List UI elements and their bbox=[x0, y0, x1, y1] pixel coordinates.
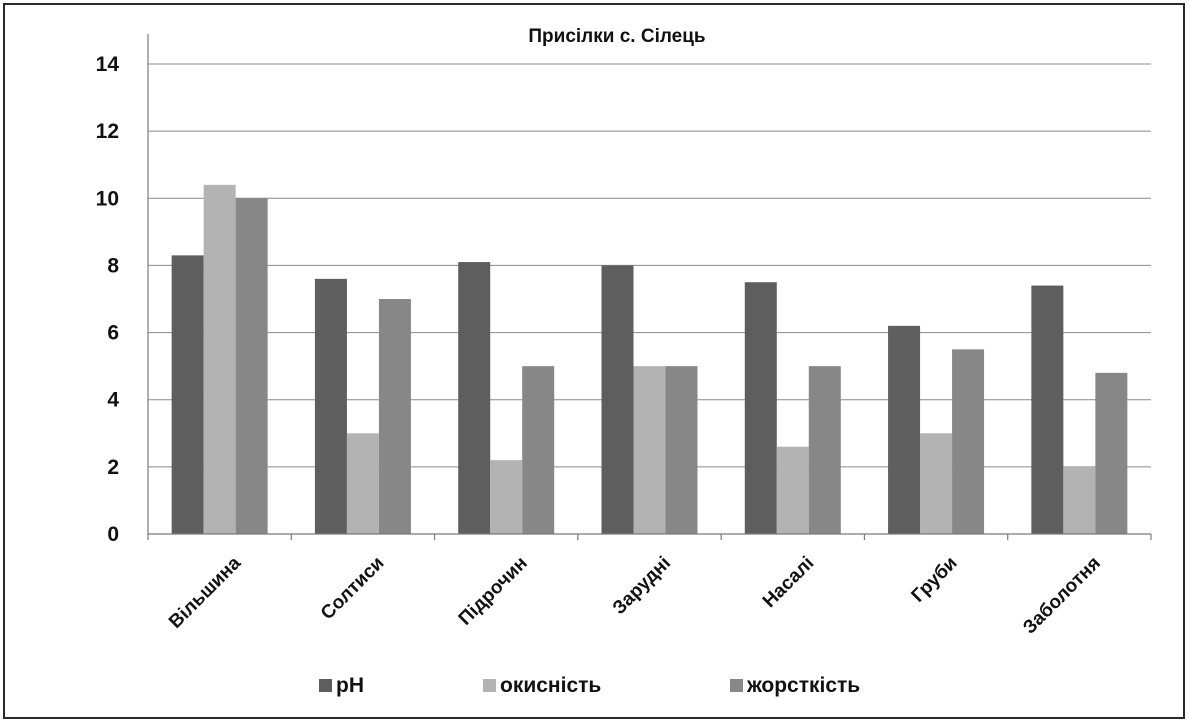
axes bbox=[147, 34, 1152, 540]
y-tick-label: 14 bbox=[96, 53, 120, 76]
bar-жорсткість-4 bbox=[808, 366, 841, 534]
bar-жорсткість-3 bbox=[665, 366, 698, 534]
bar-жорсткість-2 bbox=[522, 366, 555, 534]
bar-жорсткість-0 bbox=[235, 198, 268, 535]
y-tick-label: 8 bbox=[107, 254, 119, 277]
bar-окисність-4 bbox=[776, 446, 809, 534]
legend-label: pH bbox=[336, 674, 364, 697]
x-tick-label: Насалi bbox=[759, 553, 818, 612]
bar-ph-0 bbox=[171, 255, 204, 534]
bar-ph-5 bbox=[888, 325, 921, 534]
bars bbox=[171, 184, 1128, 535]
y-tick-label: 2 bbox=[107, 456, 119, 479]
legend-swatch bbox=[319, 679, 332, 692]
bar-окисність-2 bbox=[490, 460, 523, 534]
bar-chart: Присілки с. Сілець 0 2 4 6 8 10 12 14 Вільшина С… bbox=[96, 26, 1152, 697]
legend: pH окисність жорсткість bbox=[319, 674, 860, 697]
bar-ph-4 bbox=[744, 282, 777, 534]
bar-ph-3 bbox=[601, 265, 634, 534]
bar-окисність-6 bbox=[1063, 466, 1096, 534]
x-tick-label: Підрочин bbox=[455, 553, 532, 630]
y-tick-label: 0 bbox=[107, 523, 119, 546]
legend-swatch bbox=[483, 679, 496, 692]
x-tick-label: Вільшина bbox=[165, 552, 245, 632]
bar-окисність-1 bbox=[346, 433, 379, 534]
x-tick-label: Заболотня bbox=[1019, 553, 1105, 639]
bar-жорсткість-6 bbox=[1095, 372, 1128, 534]
chart-title: Присілки с. Сілець bbox=[528, 26, 705, 47]
chart-frame: Присілки с. Сілець 0 2 4 6 8 10 12 14 Вільшина С… bbox=[3, 3, 1185, 719]
legend-label: окисність bbox=[500, 674, 601, 697]
bar-окисність-3 bbox=[633, 366, 666, 534]
y-tick-label: 4 bbox=[107, 389, 119, 412]
x-tick-label: Солтиси bbox=[317, 553, 389, 625]
legend-label: жорсткість bbox=[746, 674, 860, 697]
y-tick-label: 6 bbox=[107, 322, 119, 345]
y-tick-label: 10 bbox=[96, 187, 119, 210]
x-tick-label: Груби bbox=[908, 553, 962, 607]
bar-окисність-5 bbox=[920, 433, 953, 534]
bar-ph-6 bbox=[1031, 285, 1064, 534]
bar-ph-1 bbox=[314, 278, 347, 534]
bar-жорсткість-5 bbox=[952, 349, 985, 534]
x-tick-label: Заруднi bbox=[609, 553, 675, 619]
bar-окисність-0 bbox=[203, 184, 236, 534]
y-tick-label: 12 bbox=[96, 120, 119, 143]
y-tick-labels: 0 2 4 6 8 10 12 14 bbox=[96, 53, 120, 546]
bar-ph-2 bbox=[458, 262, 491, 534]
x-tick-labels: Вільшина Солтиси Підрочин Заруднi Насалi Груб… bbox=[165, 552, 1105, 638]
bar-жорсткість-1 bbox=[378, 299, 411, 534]
legend-swatch bbox=[730, 679, 743, 692]
